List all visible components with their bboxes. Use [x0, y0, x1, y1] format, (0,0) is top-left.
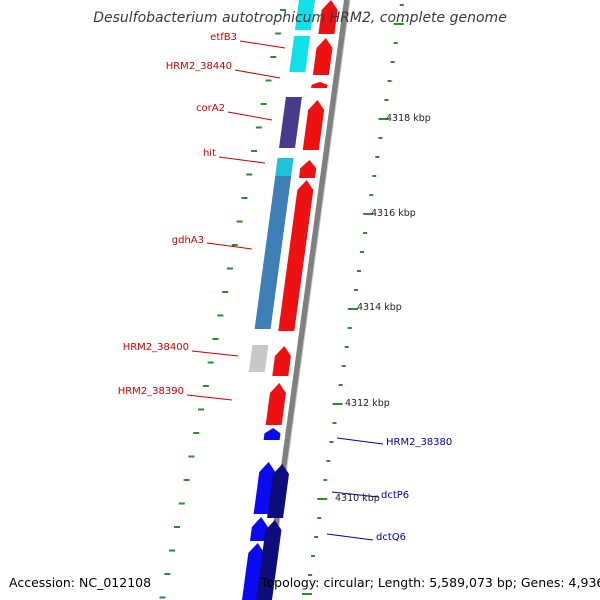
label-leader-line	[191, 350, 239, 357]
ruler-label: 4312 kbp	[345, 398, 390, 409]
forward-gene	[312, 38, 333, 75]
inner-tick-track	[159, 9, 286, 599]
gene-label: gdhA3	[171, 235, 204, 246]
forward-gene	[302, 100, 325, 150]
label-leader-line	[206, 242, 253, 250]
forward-gene	[272, 346, 291, 376]
gene-label: dctQ6	[376, 532, 406, 543]
gene-label: hit	[202, 148, 216, 159]
feature-track	[242, 0, 338, 600]
cog-block	[248, 345, 269, 372]
forward-gene	[311, 82, 328, 88]
forward-context-gene	[263, 428, 281, 440]
label-leader-lines	[186, 40, 384, 541]
cog-block	[294, 0, 315, 30]
gene-label: HRM2_38390	[117, 386, 184, 397]
cog-block	[279, 97, 302, 148]
gene-label: dctP6	[381, 490, 410, 501]
ruler-label: 4316 kbp	[371, 208, 416, 219]
label-leader-line	[227, 111, 273, 121]
forward-gene	[298, 160, 317, 178]
label-leader-line	[234, 69, 281, 79]
label-leader-line	[239, 40, 286, 49]
gene-label: etfB3	[210, 32, 237, 43]
ruler-label: 4310 kbp	[335, 493, 380, 504]
forward-gene	[278, 180, 314, 331]
reverse-context-gene	[256, 520, 282, 600]
label-leader-line	[336, 437, 384, 445]
forward-gene	[265, 383, 286, 425]
cog-block	[254, 176, 292, 329]
label-leader-line	[326, 533, 374, 541]
gene-label: corA2	[196, 103, 225, 114]
gene-label: HRM2_38380	[386, 437, 453, 448]
map-title: Desulfobacterium autotrophicum HRM2, com…	[93, 10, 507, 26]
outer-tick-track	[301, 4, 404, 595]
accession-text: Accession: NC_012108	[9, 575, 152, 590]
cog-block	[289, 36, 311, 72]
reverse-context-gene	[267, 464, 290, 518]
ruler-label: 4318 kbp	[386, 113, 431, 124]
gene-label: HRM2_38400	[122, 342, 189, 353]
gene-label: HRM2_38440	[165, 61, 232, 72]
cog-block	[275, 158, 294, 176]
label-leader-line	[218, 156, 266, 164]
forward-context-gene	[249, 517, 268, 541]
forward-gene	[318, 0, 338, 34]
label-leader-line	[331, 491, 379, 498]
genome-stats-text: Topology: circular; Length: 5,589,073 bp…	[261, 575, 600, 590]
label-leader-line	[186, 394, 233, 401]
ruler-label: 4314 kbp	[357, 302, 402, 313]
